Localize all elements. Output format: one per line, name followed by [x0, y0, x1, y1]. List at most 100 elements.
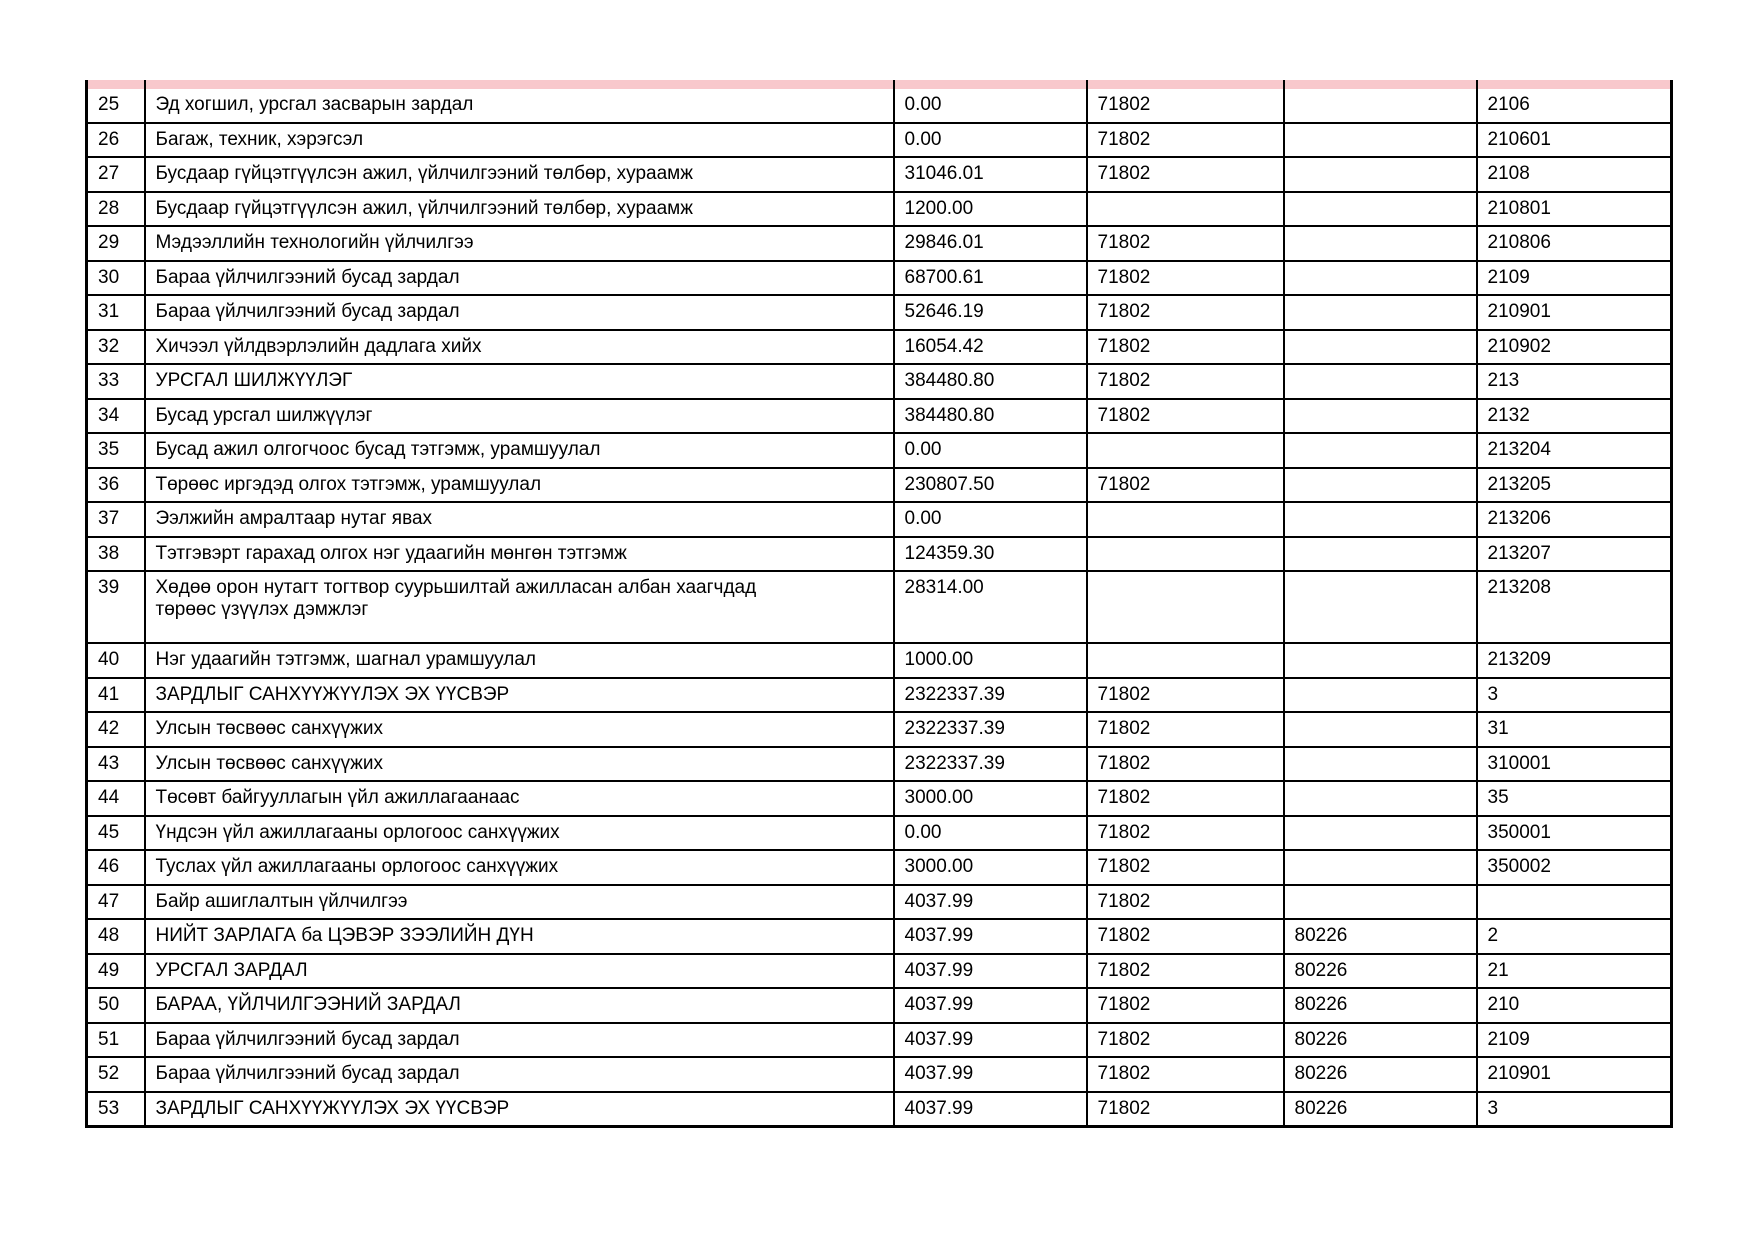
cell-org-code: 71802 — [1085, 780, 1285, 817]
cell-org-code: 71802 — [1085, 1021, 1285, 1058]
cell-econ-code: 213207 — [1475, 535, 1673, 572]
cell-econ-code: 210901 — [1475, 1056, 1673, 1093]
cell-org-code-2: 80226 — [1282, 1021, 1478, 1058]
cell-row-number: 39 — [85, 570, 146, 644]
table-row: 43 Улсын төсвөөс санхүүжих 2322337.39 71802… — [85, 745, 1673, 782]
table-row: 50 БАРАА, ҮЙЛЧИЛГЭЭНИЙ ЗАРДАЛ 4037.99 71802… — [85, 987, 1673, 1024]
cell-econ-code: 210801 — [1475, 190, 1673, 227]
cell-org-code-2 — [1282, 745, 1478, 782]
cell-description: Бараа үйлчилгээний бусад зардал — [143, 1021, 895, 1058]
header-strip-cell — [1085, 80, 1285, 89]
cell-description: Бусад ажил олгогчоос бусад тэтгэмж, урам… — [143, 432, 895, 469]
cell-description: Ээлжийн амралтаар нутаг явах — [143, 501, 895, 538]
cell-org-code-2 — [1282, 190, 1478, 227]
cell-econ-code: 210601 — [1475, 121, 1673, 158]
cell-org-code-2 — [1282, 849, 1478, 886]
cell-econ-code: 31 — [1475, 711, 1673, 748]
cell-org-code: 71802 — [1085, 225, 1285, 262]
cell-description: Хөдөө орон нутагт тогтвор суурьшилтай аж… — [143, 570, 895, 644]
header-strip-cell — [85, 80, 146, 89]
cell-amount: 4037.99 — [892, 952, 1088, 989]
cell-econ-code: 213206 — [1475, 501, 1673, 538]
cell-description: Эд хогшил, урсгал засварын зардал — [143, 89, 895, 124]
cell-org-code-2 — [1282, 780, 1478, 817]
cell-econ-code: 350001 — [1475, 814, 1673, 851]
cell-org-code — [1085, 642, 1285, 679]
cell-description: Хичээл үйлдвэрлэлийн дадлага хийх — [143, 328, 895, 365]
cut-off-header-row — [85, 80, 1673, 89]
cell-amount: 4037.99 — [892, 883, 1088, 920]
cell-org-code: 71802 — [1085, 1056, 1285, 1093]
cell-econ-code: 2106 — [1475, 89, 1673, 124]
cell-econ-code: 210902 — [1475, 328, 1673, 365]
cell-org-code-2 — [1282, 466, 1478, 503]
cell-org-code — [1085, 190, 1285, 227]
cell-row-number: 46 — [85, 849, 146, 886]
cell-org-code: 71802 — [1085, 849, 1285, 886]
table-row: 51 Бараа үйлчилгээний бусад зардал 4037.99… — [85, 1021, 1673, 1058]
cell-org-code-2 — [1282, 89, 1478, 124]
cell-amount: 4037.99 — [892, 1021, 1088, 1058]
table-row: 30 Бараа үйлчилгээний бусад зардал 68700.6… — [85, 259, 1673, 296]
cell-amount: 31046.01 — [892, 156, 1088, 193]
cell-row-number: 32 — [85, 328, 146, 365]
cell-row-number: 28 — [85, 190, 146, 227]
cell-econ-code: 210806 — [1475, 225, 1673, 262]
cell-description: Бараа үйлчилгээний бусад зардал — [143, 1056, 895, 1093]
table-row: 35 Бусад ажил олгогчоос бусад тэтгэмж, ур… — [85, 432, 1673, 469]
cell-org-code: 71802 — [1085, 952, 1285, 989]
table-row: 52 Бараа үйлчилгээний бусад зардал 4037.99… — [85, 1056, 1673, 1093]
cell-amount: 384480.80 — [892, 397, 1088, 434]
cell-amount: 29846.01 — [892, 225, 1088, 262]
table-row: 40 Нэг удаагийн тэтгэмж, шагнал урамшуула… — [85, 642, 1673, 679]
cell-econ-code: 3 — [1475, 676, 1673, 713]
cell-org-code: 71802 — [1085, 466, 1285, 503]
cell-row-number: 30 — [85, 259, 146, 296]
cell-org-code: 71802 — [1085, 987, 1285, 1024]
table-row: 33 УРСГАЛ ШИЛЖҮҮЛЭГ 384480.80 71802 213 — [85, 363, 1673, 400]
cell-description: Багаж, техник, хэрэгсэл — [143, 121, 895, 158]
cell-row-number: 47 — [85, 883, 146, 920]
table-row: 25 Эд хогшил, урсгал засварын зардал 0.00 7… — [85, 89, 1673, 124]
cell-econ-code — [1475, 883, 1673, 920]
cell-org-code-2 — [1282, 642, 1478, 679]
cell-row-number: 37 — [85, 501, 146, 538]
budget-table: 25 Эд хогшил, урсгал засварын зардал 0.00 7… — [85, 80, 1673, 1128]
cell-org-code: 71802 — [1085, 397, 1285, 434]
table-row: 28 Бусдаар гүйцэтгүүлсэн ажил, үйлчилгээн… — [85, 190, 1673, 227]
cell-econ-code: 310001 — [1475, 745, 1673, 782]
cell-org-code-2: 80226 — [1282, 1090, 1478, 1128]
cell-row-number: 35 — [85, 432, 146, 469]
cell-org-code: 71802 — [1085, 814, 1285, 851]
cell-row-number: 44 — [85, 780, 146, 817]
cell-description: Туслах үйл ажиллагааны орлогоос санхүүжи… — [143, 849, 895, 886]
cell-row-number: 27 — [85, 156, 146, 193]
cell-amount: 4037.99 — [892, 1056, 1088, 1093]
cell-description: Улсын төсвөөс санхүүжих — [143, 711, 895, 748]
table-row: 53 ЗАРДЛЫГ САНХҮҮЖҮҮЛЭХ ЭХ ҮҮСВЭР 4037.99 7… — [85, 1090, 1673, 1128]
cell-row-number: 36 — [85, 466, 146, 503]
cell-amount: 28314.00 — [892, 570, 1088, 644]
cell-org-code-2 — [1282, 225, 1478, 262]
table-row: 45 Үндсэн үйл ажиллагааны орлогоос санхүү… — [85, 814, 1673, 851]
table-body: 25 Эд хогшил, урсгал засварын зардал 0.00 7… — [85, 80, 1673, 1128]
cell-description: УРСГАЛ ЗАРДАЛ — [143, 952, 895, 989]
cell-description: Бусдаар гүйцэтгүүлсэн ажил, үйлчилгээний… — [143, 156, 895, 193]
cell-description: Төрөөс иргэдэд олгох тэтгэмж, урамшуулал — [143, 466, 895, 503]
cell-row-number: 25 — [85, 89, 146, 124]
cell-amount: 0.00 — [892, 89, 1088, 124]
cell-row-number: 31 — [85, 294, 146, 331]
cell-description: БАРАА, ҮЙЛЧИЛГЭЭНИЙ ЗАРДАЛ — [143, 987, 895, 1024]
cell-org-code-2: 80226 — [1282, 918, 1478, 955]
cell-org-code-2 — [1282, 156, 1478, 193]
cell-amount: 3000.00 — [892, 780, 1088, 817]
cell-org-code-2 — [1282, 676, 1478, 713]
cell-econ-code: 213 — [1475, 363, 1673, 400]
cell-econ-code: 2108 — [1475, 156, 1673, 193]
cell-org-code-2 — [1282, 259, 1478, 296]
cell-amount: 4037.99 — [892, 1090, 1088, 1128]
cell-org-code-2: 80226 — [1282, 1056, 1478, 1093]
cell-row-number: 53 — [85, 1090, 146, 1128]
cell-org-code: 71802 — [1085, 121, 1285, 158]
cell-org-code — [1085, 535, 1285, 572]
